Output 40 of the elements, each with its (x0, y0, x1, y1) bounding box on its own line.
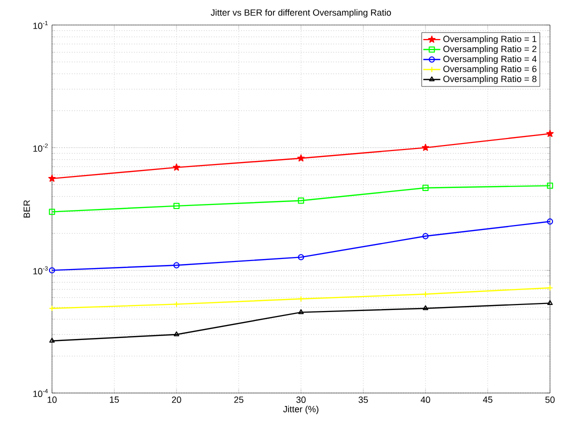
point (174, 331, 180, 336)
point (546, 182, 554, 189)
y-tick-label: 10$^{-4}$ (33, 389, 48, 398)
point (422, 305, 428, 310)
point (48, 208, 56, 215)
legend-label: Oversampling Ratio = 1 (443, 36, 536, 44)
point (298, 254, 304, 260)
legend-label: Oversampling Ratio = 6 (443, 66, 536, 74)
point (422, 184, 429, 191)
point (172, 164, 180, 171)
point (422, 144, 430, 151)
legend-label: Oversampling Ratio = 8 (443, 75, 536, 84)
legend-label: Oversampling Ratio = 2 (443, 46, 536, 54)
point (298, 296, 304, 302)
point (546, 130, 554, 137)
point (422, 233, 429, 240)
y-axis-title: BER (24, 200, 30, 218)
x-tick-label: 45 (482, 396, 492, 403)
point (422, 291, 429, 298)
point (298, 309, 304, 314)
x-tick-label: 35 (358, 396, 368, 403)
y-tick-label: 10$^{-2}$ (33, 144, 48, 152)
point (173, 301, 180, 308)
point (298, 198, 304, 204)
x-tick-label: 15 (110, 396, 119, 403)
x-tick-label: 25 (234, 396, 244, 403)
point (173, 262, 180, 268)
x-tick-label: 30 (296, 396, 306, 403)
point (173, 202, 180, 210)
x-axis-title: Jitter (%) (283, 406, 318, 414)
x-tick-label: 10 (48, 396, 57, 403)
x-tick-label: 40 (420, 396, 430, 403)
legend-label: Oversampling Ratio = 4 (443, 56, 537, 64)
x-tick-label: 20 (172, 396, 182, 403)
y-tick-label: 10$^{-3}$ (33, 266, 48, 274)
y-tick-label: 10$^{-1}$ (33, 21, 48, 30)
point (297, 154, 305, 162)
chart-title: Jitter vs BER for different Oversampling Ratio (210, 9, 391, 18)
x-tick-label: 50 (545, 396, 555, 403)
point (48, 174, 56, 182)
